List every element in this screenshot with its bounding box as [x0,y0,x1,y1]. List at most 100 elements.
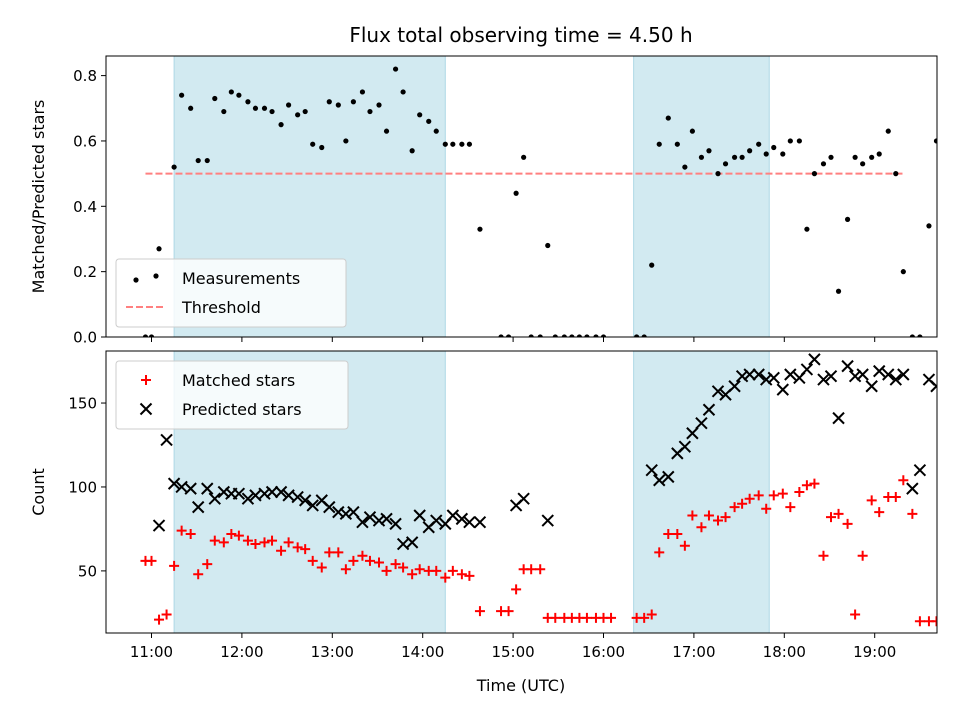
matched-star-point [276,545,287,556]
matched-star-point [526,564,537,575]
predicted-star-point [191,500,205,514]
matched-star-point [259,537,270,548]
measurement-point [634,334,640,337]
shaded-interval [633,56,770,337]
measurement-point [302,108,308,115]
legend-box [115,360,349,430]
predicted-star-point [930,380,937,393]
predicted-star-point [767,371,780,385]
legend-marker [153,273,159,279]
matched-star-point [364,555,375,566]
matched-star-point [794,487,805,497]
measurement-point [828,154,834,160]
x-tick-label: 19:00 [853,643,896,661]
measurement-point [376,102,382,108]
predicted-star-point [824,369,838,383]
legend-label: Measurements [182,269,300,288]
measurement-point [674,141,680,147]
legend-marker [133,277,139,283]
measurement-point [409,148,415,154]
y-tick-label: 0.8 [73,67,97,85]
predicted-star-point [339,507,353,521]
predicted-star-point [405,536,419,549]
matched-star-point [777,488,788,499]
measurement-point [869,154,875,160]
predicted-star-point [363,510,377,524]
predicted-star-point [291,490,304,504]
measurement-point [513,190,519,196]
predicted-star-point [856,368,869,381]
measurement-point [433,128,439,134]
matched-star-point [193,569,204,580]
matched-star-point [456,569,467,580]
matched-star-point [407,569,418,580]
predicted-star-point [906,482,919,495]
legend: Matched stars Predicted stars [115,360,349,430]
y-tick-label: 50 [78,562,97,580]
predicted-star-point [265,485,279,499]
matched-star-point [447,565,458,576]
predicted-star-point [873,364,886,378]
matched-star-point [267,535,278,546]
measurement-point [442,141,448,147]
measurement-point [537,334,543,337]
matched-star-point [737,498,748,509]
matched-star-point [833,508,844,519]
y-tick-label: 0.4 [73,198,97,216]
predicted-star-point [473,516,487,529]
matched-star-point [581,612,592,623]
measurement-point [505,334,512,337]
predicted-star-point [455,512,469,526]
matched-star-point [333,547,344,558]
matched-star-point [307,555,318,566]
predicted-star-point [372,514,386,527]
x-tick-label: 15:00 [491,643,534,661]
predicted-star-point [686,427,699,440]
matched-star-point [464,570,475,581]
predicted-star-point [913,463,927,477]
predicted-star-point [743,368,756,381]
y-tick-label: 0.2 [73,263,97,281]
y-tick-label: 100 [68,478,97,496]
chart-title: Flux total observing time = 4.50 h [349,23,692,47]
legend-label: Matched stars [182,371,295,390]
measurement-point [811,171,818,177]
matched-star-point [679,540,690,551]
measurement-point [756,141,762,147]
measurement-point [269,108,275,115]
predicted-star-point [865,380,878,393]
measurement-point [763,151,769,157]
predicted-star-point [208,492,221,505]
matched-star-point [703,510,714,521]
matched-star-point [696,522,707,533]
matched-star-point [687,510,698,521]
predicted-star-point [258,487,271,500]
measurement-point [706,148,712,154]
measurement-point [909,334,915,337]
matched-star-point [250,539,261,550]
predicted-star-point [201,482,214,495]
measurement-point [780,151,786,157]
measurement-point [926,223,932,229]
predicted-star-point [323,500,336,514]
measurement-point [885,128,891,134]
measurement-point [900,269,906,275]
measurement-point [844,216,851,222]
predicted-star-point [152,519,166,532]
measurement-point [593,334,599,337]
measurement-point [698,154,705,160]
predicted-star-point [711,385,725,398]
measurement-point [236,92,242,98]
matched-star-point [654,547,665,558]
matched-star-point [850,609,861,620]
x-tick-label: 18:00 [763,643,806,661]
matched-star-point [374,557,385,568]
predicted-star-point [882,368,895,381]
predicted-star-point [776,383,790,396]
measurement-point [545,242,551,249]
measurement-point [426,118,432,124]
matched-star-point [761,503,772,514]
x-tick-label: 16:00 [582,643,625,661]
predicted-star-point [752,368,765,381]
